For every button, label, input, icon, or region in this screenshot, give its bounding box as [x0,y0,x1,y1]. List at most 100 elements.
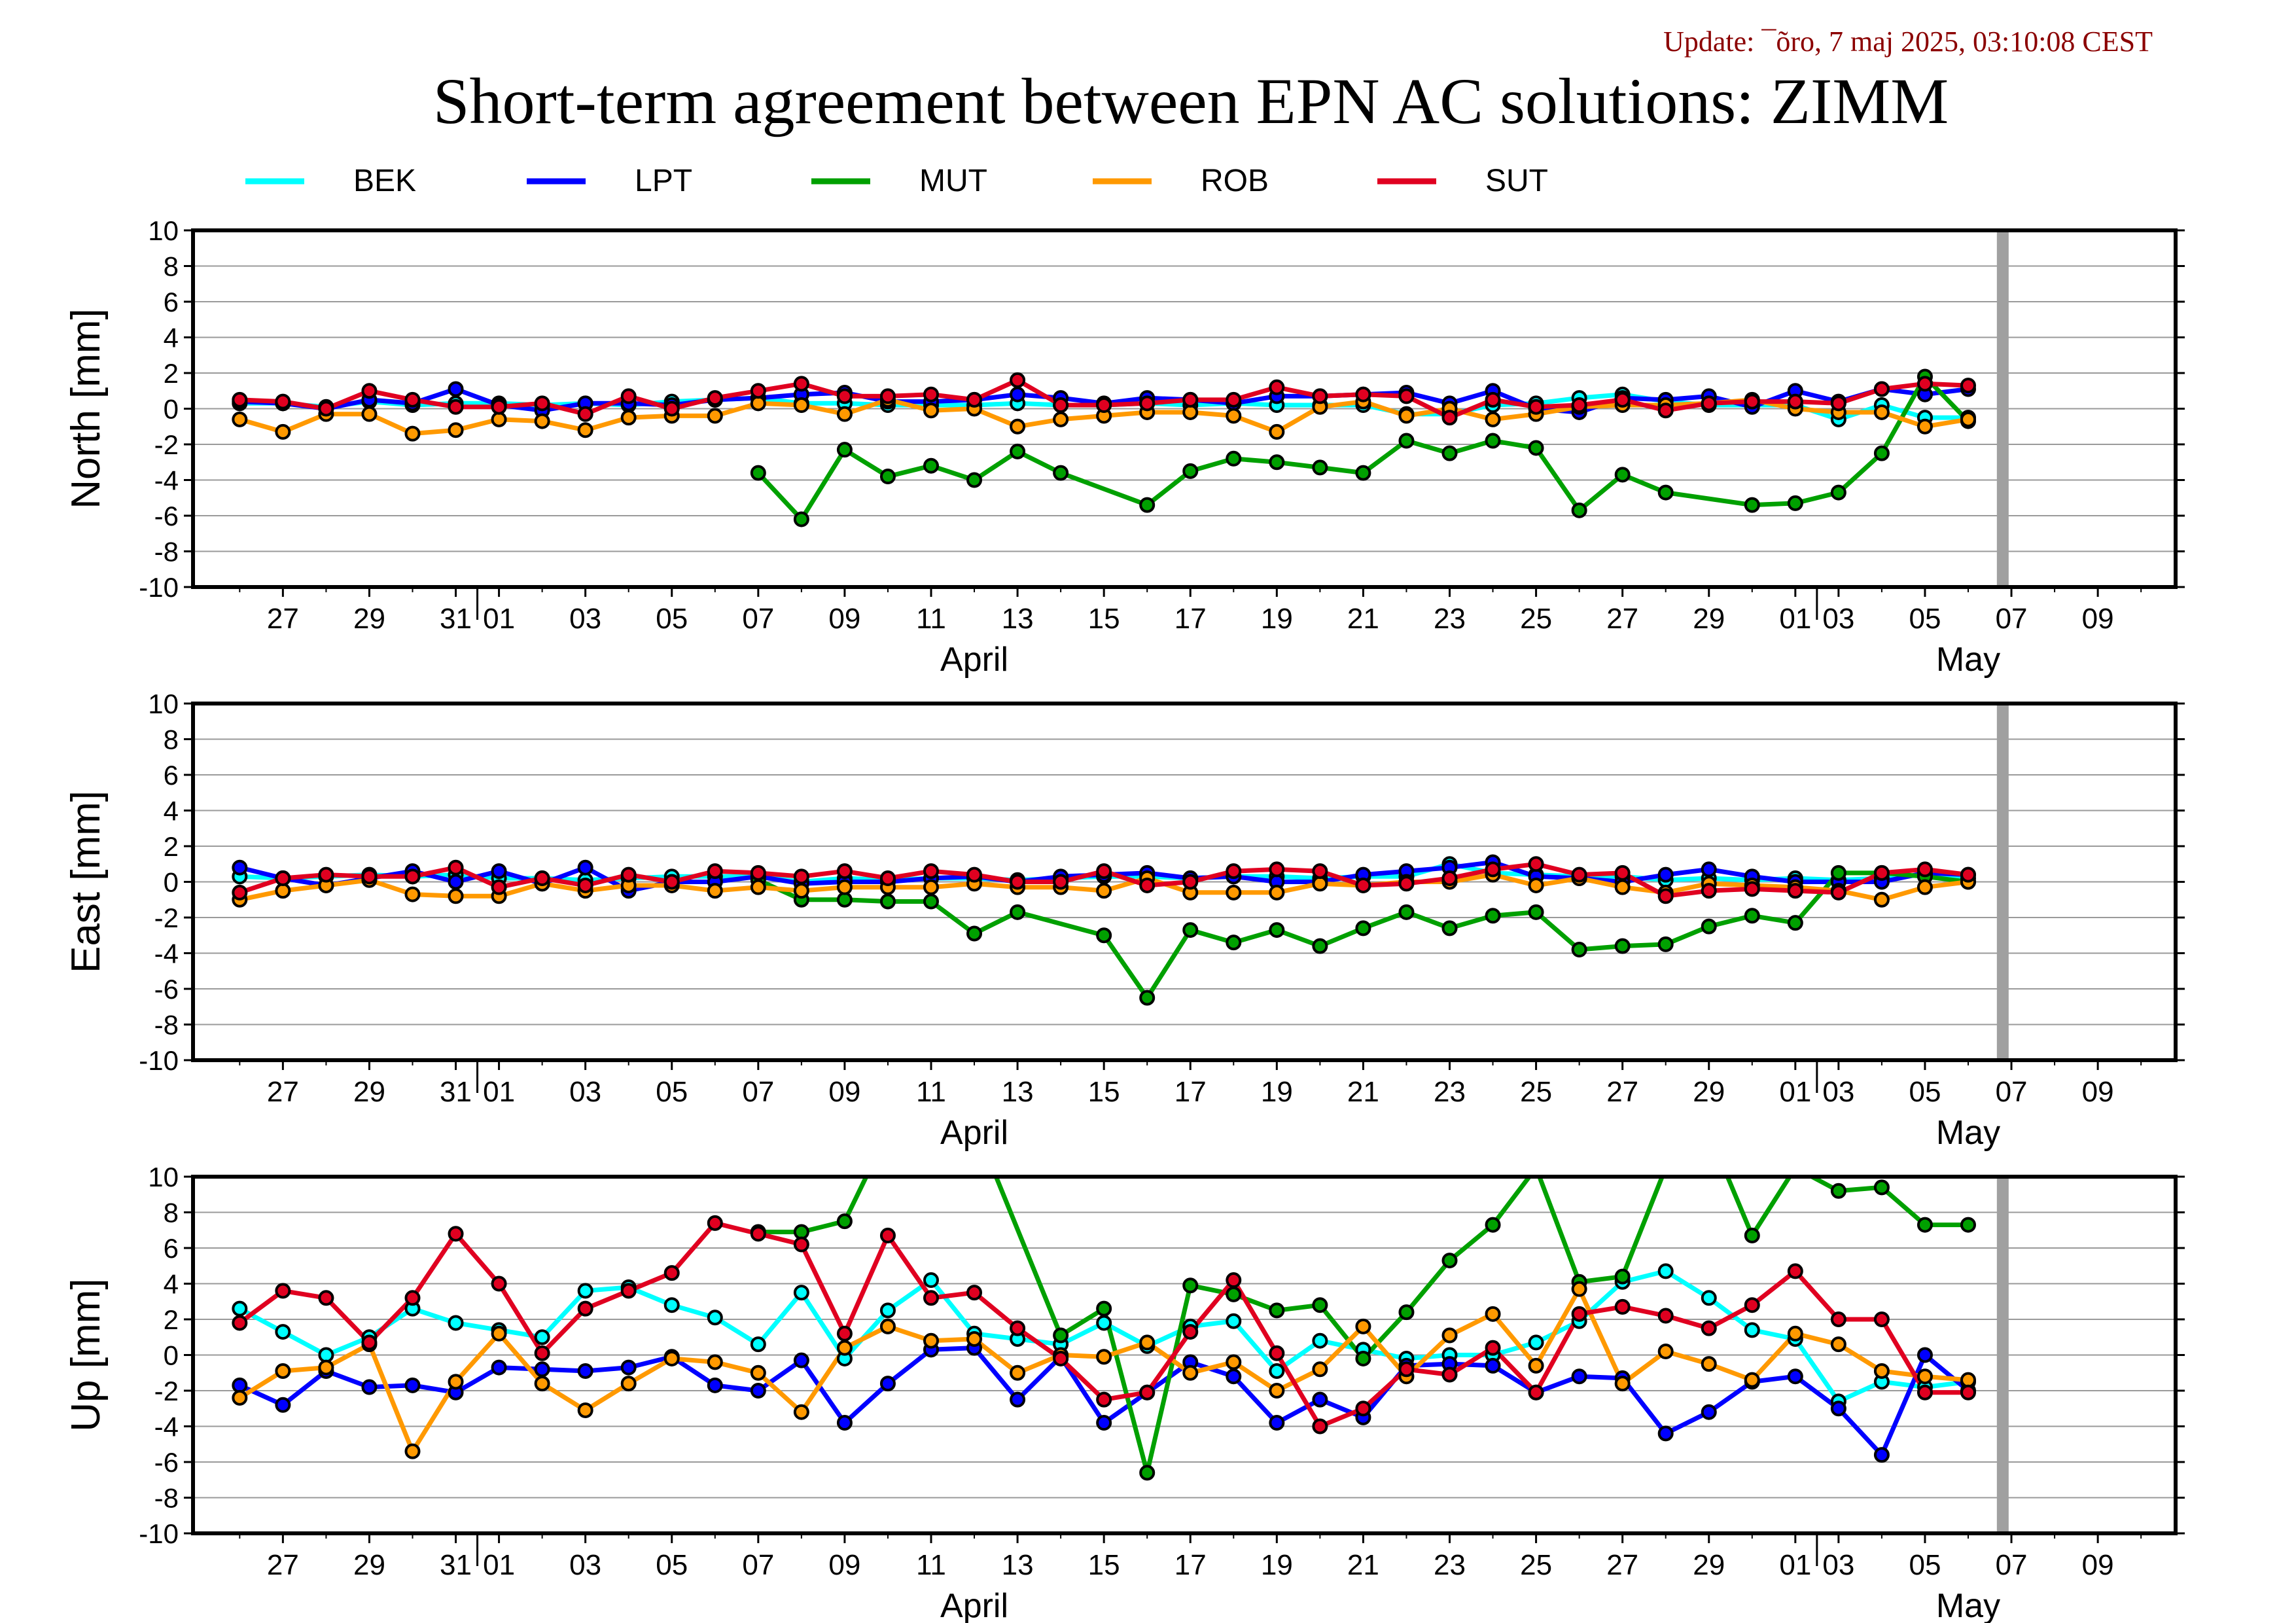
data-point-rob [1744,1372,1760,1388]
x-tick-label: 25 [1520,603,1552,635]
panel-frame [191,228,2178,589]
data-point-sut [1787,393,1803,410]
x-tick-label: 01 [1779,1076,1811,1108]
data-point-sut [275,870,291,887]
x-tick-label: 03 [569,1549,601,1581]
data-point-sut [1830,395,1846,412]
x-tick-label: 31 [440,603,472,635]
x-tick-label: 13 [1002,603,1034,635]
data-point-mut [1355,465,1371,481]
data-point-mut [1485,1217,1501,1233]
data-point-rob [1960,1372,1976,1388]
data-point-rob [275,1363,291,1380]
data-point-sut [404,1290,421,1306]
data-point-rob [707,408,723,424]
y-tick-label: -2 [154,429,179,460]
x-tick-label: 01 [483,1076,515,1108]
y-tick-label: -2 [154,902,179,933]
data-point-rob [1355,1318,1371,1334]
y-tick-label: -10 [139,1518,179,1549]
data-point-bek [232,1300,248,1317]
x-tick-label: 27 [1606,1076,1638,1108]
x-tick-label: 27 [1606,1549,1638,1581]
data-point-sut [1053,874,1069,890]
data-point-mut [879,893,896,910]
data-point-sut [1960,866,1976,883]
series-line-mut [757,870,1969,1001]
data-point-bek [1528,1334,1544,1351]
data-point-rob [1269,423,1285,440]
x-tick-label: 09 [2082,1549,2114,1581]
data-point-rob [1701,1356,1717,1372]
data-point-mut [1830,1183,1846,1199]
data-point-rob [448,888,464,904]
data-point-rob [750,395,766,412]
y-axis-label: East [mm] [63,791,109,973]
data-point-mut [1873,445,1890,461]
month-label: April [940,1587,1008,1623]
today-marker [1996,704,2009,1060]
data-point-rob [232,1389,248,1406]
data-point-sut [1744,1297,1760,1313]
data-point-mut [1182,1277,1199,1294]
data-point-rob [793,397,809,414]
data-point-sut [232,391,248,408]
data-point-mut [1312,938,1328,954]
data-point-rob [793,1404,809,1420]
data-point-sut [1182,1324,1199,1340]
data-point-rob [275,883,291,899]
data-point-sut [707,1215,723,1231]
data-point-rob [232,411,248,427]
data-point-rob [1873,404,1890,420]
data-point-rob [879,1318,896,1334]
y-tick-label: 4 [164,796,179,827]
data-point-rob [620,1376,637,1392]
data-point-rob [1182,404,1199,420]
data-point-sut [404,868,421,885]
today-marker [1996,230,2009,587]
y-tick-label: -4 [154,938,179,969]
data-point-sut [1312,863,1328,880]
data-point-lpt [232,1377,248,1393]
data-point-rob [1916,418,1933,435]
data-point-sut [1873,865,1890,881]
data-point-sut [448,399,464,415]
data-point-sut [1312,1418,1328,1435]
x-tick-label: 31 [440,1076,472,1108]
x-tick-label: 15 [1088,1076,1120,1108]
data-point-sut [1269,861,1285,878]
data-point-sut [879,1227,896,1243]
data-point-bek [663,1297,680,1313]
data-point-rob [836,879,853,895]
data-point-rob [707,1354,723,1370]
data-point-rob [923,879,939,895]
data-point-sut [534,1345,550,1361]
y-tick-label: 4 [164,1269,179,1300]
y-tick-label: 0 [164,867,179,898]
x-tick-label: 01 [483,603,515,635]
data-point-sut [923,386,939,402]
data-point-sut [1528,856,1544,872]
data-point-bek [707,1310,723,1326]
data-point-sut [966,1285,983,1301]
data-point-mut [1830,865,1846,881]
data-point-sut [966,866,983,883]
data-point-sut [1053,397,1069,414]
data-point-sut [1657,402,1674,419]
data-point-sut [663,401,680,417]
data-point-lpt [1269,1415,1285,1431]
data-point-sut [577,1300,593,1317]
data-point-sut [1701,1320,1717,1336]
y-tick-label: -6 [154,501,179,531]
data-point-sut [836,1325,853,1342]
data-point-sut [793,868,809,885]
data-point-sut [1139,395,1156,412]
data-point-sut [1787,1263,1803,1279]
x-tick-label: 27 [1606,603,1638,635]
data-point-rob [1010,418,1026,435]
data-point-mut [1355,1350,1371,1366]
data-point-rob [1830,1336,1846,1353]
x-tick-label: 07 [1996,603,2028,635]
x-tick-label: 01 [1779,1549,1811,1581]
data-point-rob [1182,1364,1199,1381]
